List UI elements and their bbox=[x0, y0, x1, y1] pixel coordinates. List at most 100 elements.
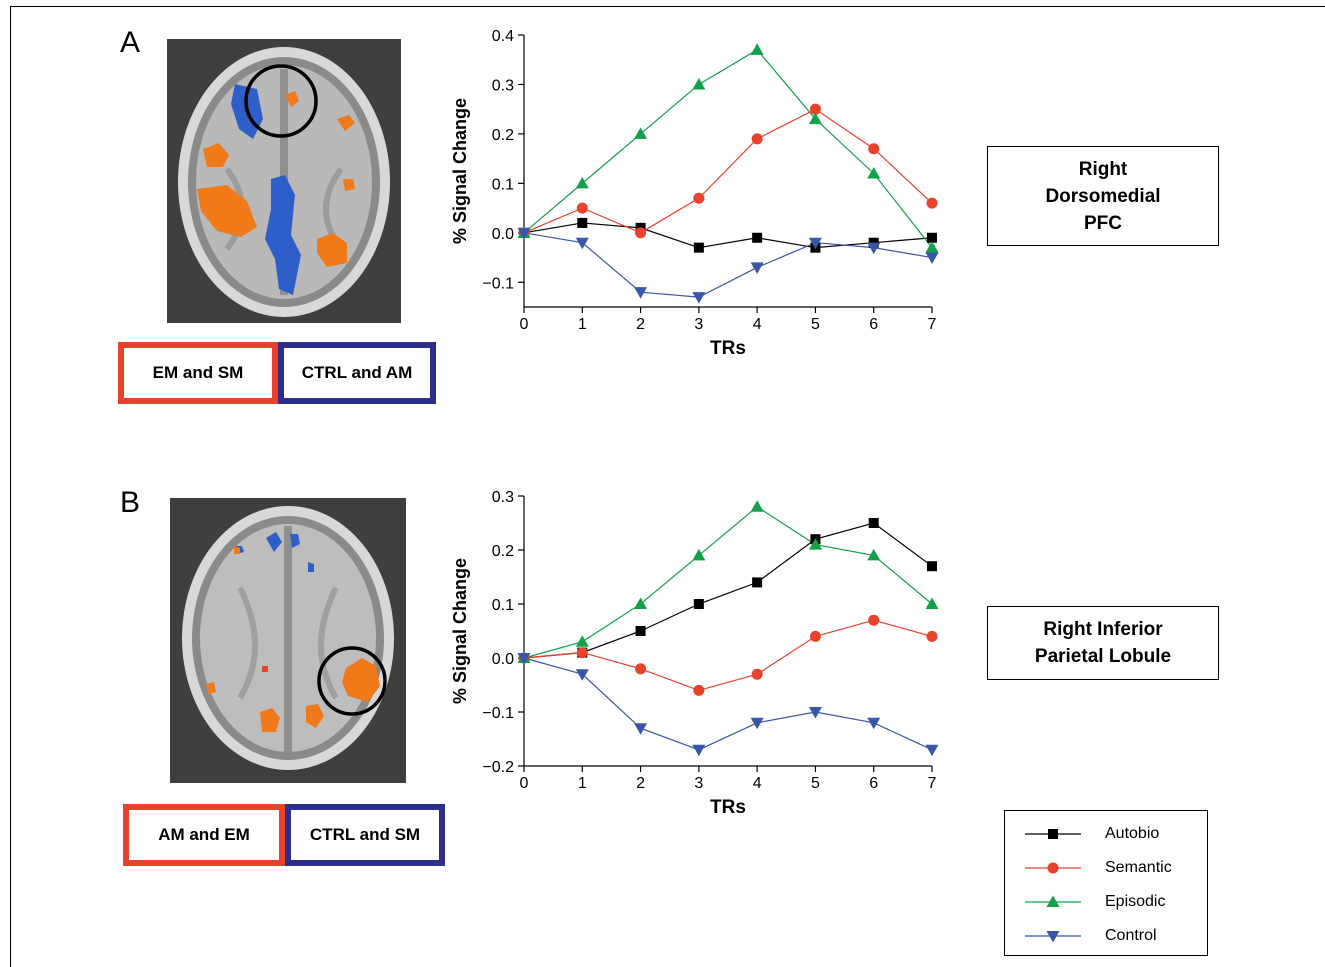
chart-b-x-tick-label: 6 bbox=[869, 775, 878, 792]
chart-a-y-tick-label: 0.3 bbox=[492, 77, 514, 94]
legend-marker-autobio bbox=[1025, 829, 1081, 839]
chart-a-y-axis-title: % Signal Change bbox=[450, 98, 470, 244]
chart-a-point-semantic bbox=[868, 143, 880, 155]
chart-b-series-episodic-line bbox=[523, 506, 933, 659]
chart-b-x-tick-label: 4 bbox=[753, 775, 762, 792]
chart-a-y-tick-label: 0.4 bbox=[492, 28, 514, 45]
chart-b-point-control bbox=[867, 717, 881, 730]
chart-a-point-control bbox=[517, 227, 531, 240]
chart-a-x-tick-label: 3 bbox=[694, 316, 703, 333]
legend-marker-semantic bbox=[1025, 862, 1081, 874]
region-a-line-2: Dorsomedial bbox=[1045, 185, 1161, 207]
chart-b-point-control bbox=[692, 744, 706, 757]
chart-a-point-semantic bbox=[926, 197, 938, 209]
chart-b-point-semantic bbox=[693, 684, 705, 696]
legend-marker-episodic bbox=[1025, 895, 1081, 907]
chart-a-point-semantic bbox=[809, 103, 821, 115]
chart-a-point-episodic bbox=[750, 43, 764, 55]
chart-a-series-autobio-line bbox=[523, 222, 933, 249]
chart-b-point-semantic bbox=[868, 614, 880, 626]
chart-b-point-semantic bbox=[926, 630, 938, 642]
chart-b-point-episodic bbox=[867, 548, 881, 561]
chart-b-y-axis-title: % Signal Change bbox=[450, 558, 470, 704]
region-a-line-1: Right bbox=[1078, 158, 1128, 180]
line-chart-a: −0.1 0.0 0.1 0.2 0.3 0.4 0 1 2 3 4 5 6 7 TRs % Signal C… bbox=[450, 28, 939, 359]
chart-b-point-control bbox=[750, 717, 764, 730]
legend-label-control: Control bbox=[1105, 927, 1157, 944]
chart-a-point-autobio bbox=[577, 217, 588, 228]
chart-b-point-autobio bbox=[868, 518, 879, 528]
panel-a-letter: A bbox=[120, 26, 141, 59]
chart-a-point-episodic bbox=[808, 112, 822, 125]
chart-a-point-semantic bbox=[751, 133, 763, 145]
chart-b-point-semantic bbox=[809, 630, 821, 642]
legend-symbol-episodic bbox=[1046, 895, 1060, 907]
chart-b-y-tick-label: 0.2 bbox=[492, 543, 514, 560]
legend-symbol-control bbox=[1046, 931, 1060, 943]
chart-a-point-episodic bbox=[575, 176, 589, 189]
legend-ctrl-sm: CTRL and SM bbox=[285, 804, 445, 866]
chart-a-point-control bbox=[925, 252, 939, 265]
chart-a-y-tick-label: −0.1 bbox=[482, 275, 514, 292]
chart-a-point-autobio bbox=[693, 242, 704, 253]
legend-am-em-label: AM and EM bbox=[158, 825, 250, 844]
chart-a-point-semantic bbox=[635, 227, 647, 239]
region-b-line-1: Right Inferior bbox=[1043, 619, 1163, 640]
legend-entry-control: Control bbox=[1005, 925, 1207, 947]
chart-a-x-tick-label: 2 bbox=[636, 316, 645, 333]
chart-b-x-tick-label: 0 bbox=[520, 775, 529, 792]
chart-a-x-axis-title: TRs bbox=[710, 338, 746, 359]
legend-entry-semantic: Semantic bbox=[1005, 857, 1207, 879]
legend-ctrl-am: CTRL and AM bbox=[278, 342, 436, 404]
legend-label-autobio: Autobio bbox=[1105, 825, 1160, 842]
chart-a-point-control bbox=[867, 242, 881, 255]
chart-b-point-episodic bbox=[750, 500, 764, 512]
chart-a-x-tick-label: 4 bbox=[753, 316, 762, 333]
chart-b-point-autobio bbox=[693, 599, 704, 609]
chart-a-point-control bbox=[750, 262, 764, 274]
chart-a-point-control bbox=[575, 237, 589, 250]
legend-ctrl-sm-label: CTRL and SM bbox=[309, 825, 421, 844]
chart-a-point-autobio bbox=[927, 232, 937, 243]
chart-b-point-episodic bbox=[808, 538, 822, 550]
chart-a-point-control bbox=[808, 237, 822, 250]
chart-a-point-episodic bbox=[925, 241, 939, 253]
chart-a-y-tick-label: 0.1 bbox=[492, 176, 514, 193]
brain-scan-b bbox=[170, 498, 406, 783]
chart-b-point-episodic bbox=[925, 597, 939, 609]
chart-a-y-tick-label: 0.0 bbox=[492, 226, 514, 243]
legend-symbol-autobio bbox=[1048, 829, 1058, 839]
roi-circle-a bbox=[244, 64, 318, 138]
legend-entry-episodic: Episodic bbox=[1005, 891, 1207, 913]
legend-label-episodic: Episodic bbox=[1105, 893, 1166, 910]
chart-a-point-semantic bbox=[576, 202, 588, 214]
chart-a-point-episodic bbox=[634, 127, 648, 139]
chart-b-y-tick-label: −0.1 bbox=[482, 705, 514, 722]
chart-a-point-autobio bbox=[752, 232, 763, 243]
chart-b-series-semantic-line bbox=[523, 619, 933, 692]
legend-am-em: AM and EM bbox=[123, 804, 285, 866]
chart-b-point-semantic bbox=[635, 663, 647, 675]
chart-b-y-tick-label: 0.1 bbox=[492, 597, 514, 614]
line-chart-b: −0.2 −0.1 0.0 0.1 0.2 0.3 0 1 2 3 4 5 6 7 TRs % Signal … bbox=[450, 489, 939, 818]
region-a-line-3: PFC bbox=[1084, 212, 1122, 234]
chart-a-x-tick-label: 0 bbox=[520, 316, 529, 333]
chart-a-x-tick-label: 5 bbox=[811, 316, 820, 333]
chart-b-point-semantic bbox=[751, 668, 763, 680]
legend-label-semantic: Semantic bbox=[1105, 859, 1172, 876]
region-b-line-2: Parietal Lobule bbox=[1034, 646, 1172, 667]
chart-a-point-episodic bbox=[692, 77, 706, 90]
chart-b-y-tick-label: 0.0 bbox=[492, 651, 514, 668]
legend-marker-control bbox=[1025, 931, 1081, 943]
chart-a-series-episodic-line bbox=[523, 49, 933, 249]
panel-b-letter: B bbox=[120, 486, 141, 519]
series-legend: Autobio Semantic Episodic Control bbox=[1004, 810, 1208, 956]
chart-a-point-control bbox=[692, 292, 706, 304]
chart-b-x-tick-label: 2 bbox=[636, 775, 645, 792]
chart-b-point-episodic bbox=[692, 548, 706, 561]
legend-em-sm: EM and SM bbox=[118, 342, 278, 404]
chart-b-point-control bbox=[634, 723, 648, 735]
chart-b-series-autobio-line bbox=[523, 522, 933, 659]
region-label-a: Right Dorsomedial PFC bbox=[987, 146, 1219, 246]
